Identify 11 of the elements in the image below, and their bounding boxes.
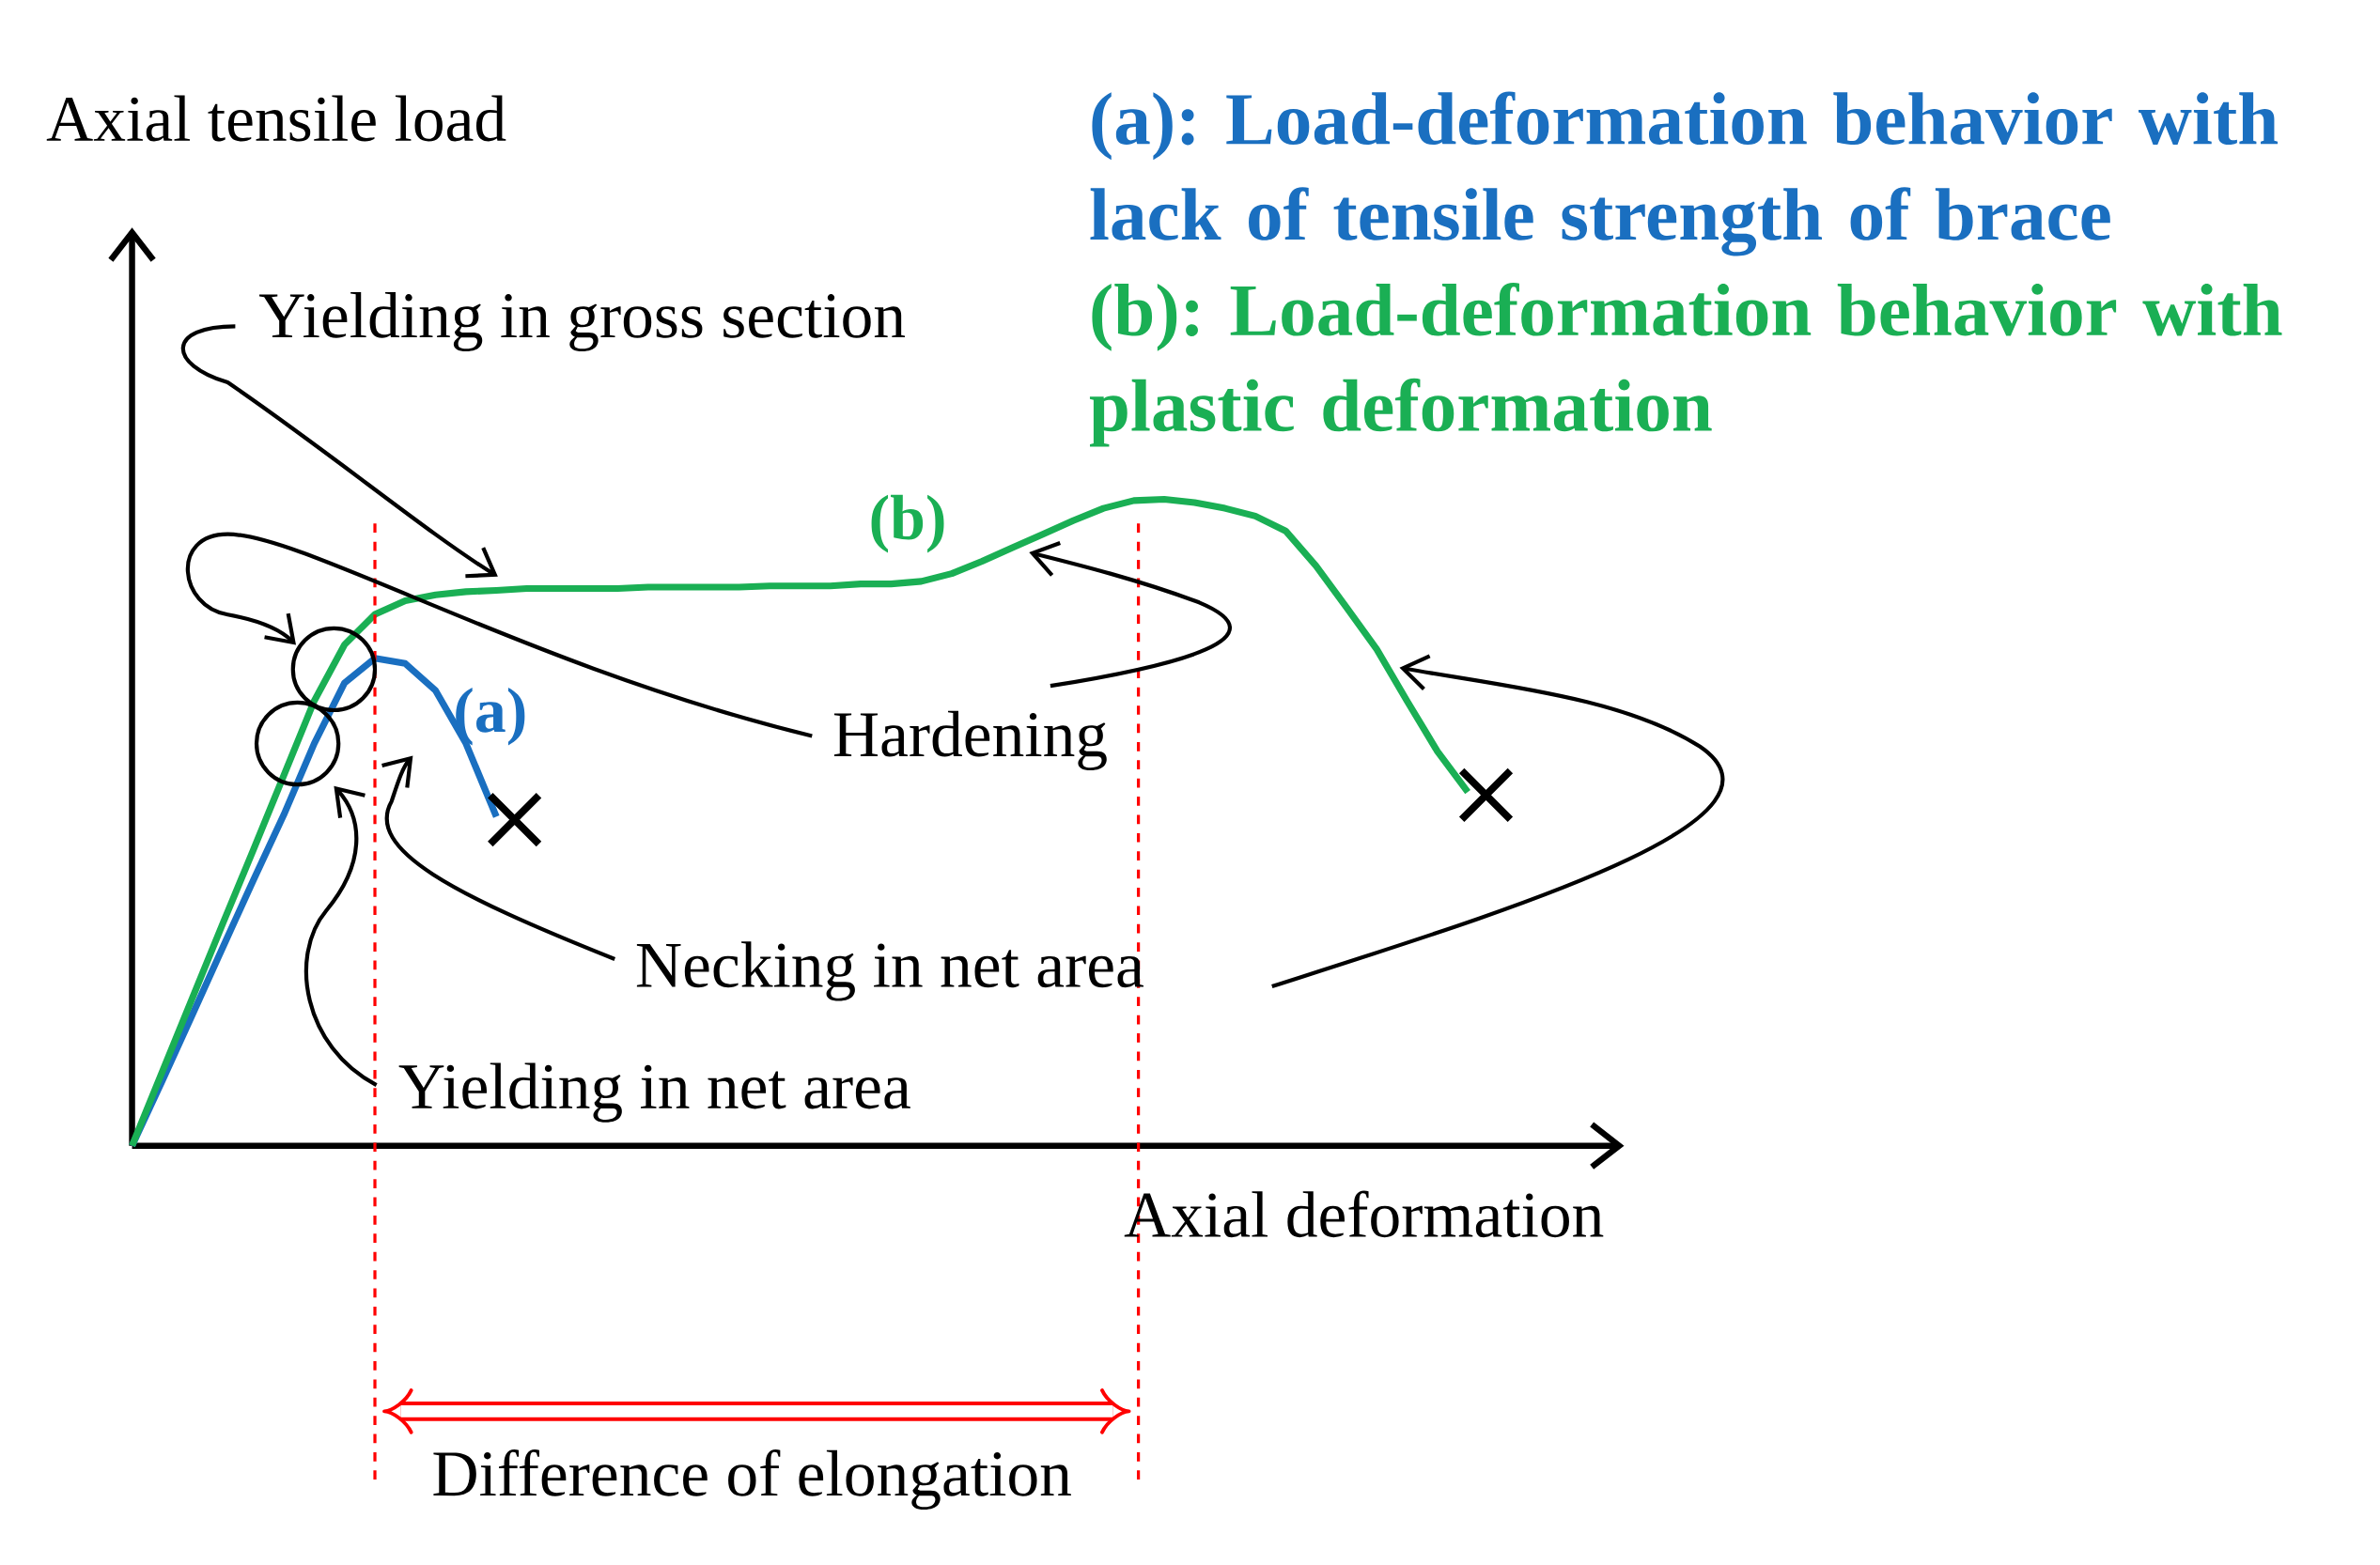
text: (b): Load-deformation behavior with plastic deformation	[1089, 283, 2282, 447]
series-label: (a)	[456, 688, 525, 746]
text: Yielding in gross section	[259, 292, 906, 352]
text: Axial tensile load	[46, 95, 506, 142]
text: (a): Load-deformation behavior with lack of tensile strength of brace	[1090, 91, 2279, 256]
annotation: Yielding in net area	[398, 1062, 910, 1123]
annotation: Necking in net area	[636, 941, 1143, 1001]
annotation: Hardening	[833, 710, 1107, 771]
x-axis-title: Axial deformation	[1124, 1190, 1604, 1238]
series-label: (b)	[871, 495, 944, 553]
text: Difference of elongation	[433, 1449, 1071, 1511]
